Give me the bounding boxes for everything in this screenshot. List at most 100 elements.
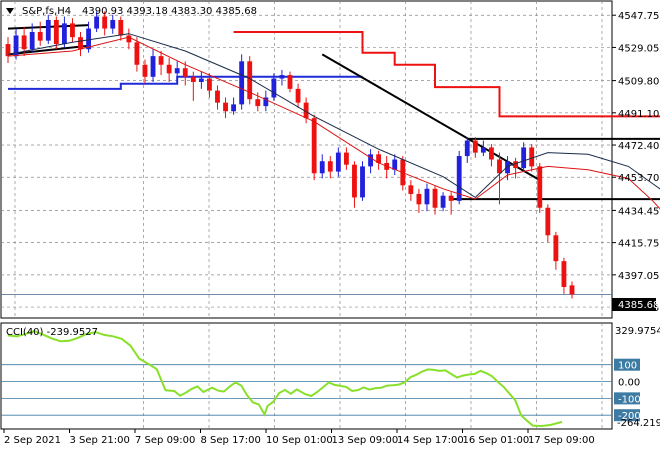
candle-bear <box>158 56 164 65</box>
candle-bear <box>78 37 83 50</box>
cci-line <box>7 329 563 428</box>
candle-bull <box>263 97 269 107</box>
candle-bull <box>279 75 285 79</box>
candle-bull <box>45 19 51 41</box>
candle-bear <box>529 147 535 167</box>
candle-bull <box>150 56 156 77</box>
candle-bull <box>231 104 237 112</box>
candle-bull <box>480 147 486 153</box>
y-tick-label: 4547.75 <box>618 11 659 22</box>
y-tick-label: 4415.75 <box>618 239 659 250</box>
cci-level-box <box>614 409 640 422</box>
candle-bull <box>110 19 116 29</box>
candle-bear <box>134 42 140 65</box>
candle-bear <box>53 19 59 45</box>
y-tick-label: 4453.70 <box>618 173 659 184</box>
candle-bull <box>61 23 67 45</box>
collapse-triangle-icon[interactable] <box>6 8 14 14</box>
candle-bear <box>102 16 108 29</box>
candle-bull <box>86 28 91 50</box>
candle-bear <box>207 78 212 91</box>
upper-band <box>233 31 660 118</box>
y-tick-label: 4491.10 <box>618 109 659 120</box>
cci-scale-min: -264.2194 <box>617 418 660 429</box>
x-tick-label: 10 Sep 01:00 <box>266 435 333 446</box>
candle-bear <box>553 235 559 262</box>
candle-bull <box>456 156 462 201</box>
x-tick-label: 17 Sep 09:00 <box>528 435 595 446</box>
cci-panel <box>0 322 613 430</box>
chart-header-ohlc: 4390.93 4393.18 4383.30 4385.68 <box>82 6 257 17</box>
candles <box>5 11 575 299</box>
candle-bear <box>497 159 502 174</box>
cci-level-box <box>614 392 640 405</box>
candle-bear <box>215 90 220 103</box>
trendlines <box>7 24 660 201</box>
y-tick-label: 4509.80 <box>618 77 659 88</box>
candle-bull <box>174 68 180 74</box>
price-axis: 4547.75 4529.05 4509.80 4491.10 4472.40 4453.… <box>612 11 659 314</box>
candle-bull <box>198 78 204 82</box>
candle-bull <box>13 35 19 57</box>
candle-bear <box>545 207 551 236</box>
candle-bear <box>303 102 309 119</box>
x-tick-label: 8 Sep 17:00 <box>201 435 261 446</box>
chart-header-symbol: S&P,fs,H4 <box>22 6 71 17</box>
candle-bear <box>432 188 438 208</box>
cci-level-label: -100 <box>618 394 641 405</box>
candle-bear <box>489 147 494 160</box>
candle-bear <box>408 185 414 194</box>
candle-bear <box>311 118 317 174</box>
candle-bear <box>295 88 301 103</box>
candle-bear <box>561 261 567 287</box>
x-tick-label: 14 Sep 17:00 <box>397 435 464 446</box>
candle-bull <box>360 166 365 198</box>
candle-bull <box>368 154 373 167</box>
candle-bull <box>335 152 341 172</box>
cci-levels <box>1 364 612 416</box>
candle-bear <box>118 19 124 36</box>
candle-bear <box>416 193 422 205</box>
candle-bear <box>223 102 228 112</box>
candle-bear <box>376 154 382 163</box>
candle-bull <box>464 140 470 157</box>
candle-bear <box>70 23 75 38</box>
cci-level-label: 100 <box>618 361 637 372</box>
candle-bull <box>271 78 277 98</box>
candle-bear <box>247 61 253 100</box>
candle-bull <box>29 32 35 50</box>
y-tick-label: 4529.05 <box>618 43 659 54</box>
cci-max-box <box>614 324 656 336</box>
last-price-label: 4385.68 <box>618 300 659 311</box>
candle-bear <box>21 35 27 50</box>
y-tick-label: 4434.45 <box>618 206 659 217</box>
lower-band <box>8 75 363 90</box>
candle-bear <box>327 161 333 172</box>
candle-bear <box>569 285 575 295</box>
last-price-box <box>612 298 656 311</box>
moving-averages <box>7 33 660 210</box>
candle-bear <box>190 76 196 82</box>
candle-bull <box>521 147 527 169</box>
candle-bear <box>448 195 454 201</box>
cci-level-label: 0.00 <box>618 378 640 389</box>
x-tick-label: 7 Sep 09:00 <box>135 435 195 446</box>
ma-red-line <box>7 36 660 210</box>
candle-bear <box>352 164 357 198</box>
time-axis: 2 Sep 2021 3 Sep 21:00 7 Sep 09:00 8 Sep 17… <box>3 429 595 446</box>
candle-bear <box>37 32 43 41</box>
trendline <box>7 44 89 56</box>
cci-label: CCI(40) -239.9527 <box>6 327 98 338</box>
cci-level-box <box>614 358 640 371</box>
candle-bull <box>424 188 430 205</box>
candle-bear <box>182 68 188 77</box>
x-tick-label: 16 Sep 01:00 <box>463 435 530 446</box>
y-tick-label: 4397.05 <box>618 271 659 282</box>
candle-bear <box>472 140 478 153</box>
candle-bear <box>343 152 349 165</box>
trendline <box>321 53 541 182</box>
grid <box>1 1 612 429</box>
x-tick-label: 2 Sep 2021 <box>4 435 61 446</box>
candle-bull <box>440 195 446 208</box>
